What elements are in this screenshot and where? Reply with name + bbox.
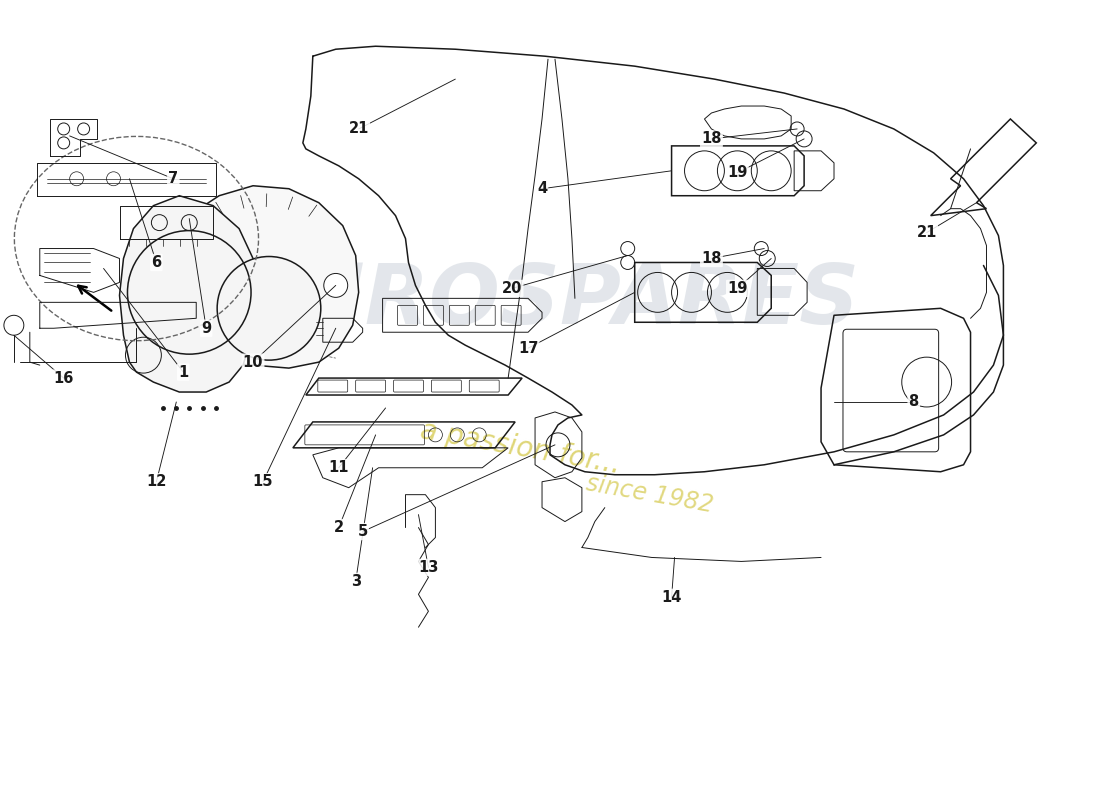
Text: 18: 18	[701, 131, 722, 146]
Text: 9: 9	[201, 321, 211, 336]
Text: since 1982: since 1982	[584, 472, 715, 518]
Text: 21: 21	[349, 122, 368, 137]
Text: 11: 11	[329, 460, 349, 475]
Text: 15: 15	[253, 474, 273, 490]
Text: 17: 17	[518, 341, 538, 356]
Polygon shape	[120, 196, 256, 392]
Circle shape	[217, 257, 321, 360]
Text: 18: 18	[701, 251, 722, 266]
Text: 14: 14	[661, 590, 682, 605]
Text: 20: 20	[502, 281, 522, 296]
Text: 21: 21	[916, 225, 937, 240]
Text: 1: 1	[178, 365, 188, 379]
Text: 3: 3	[351, 574, 361, 589]
Text: 12: 12	[146, 474, 166, 490]
Text: 7: 7	[168, 171, 178, 186]
Text: 5: 5	[358, 524, 367, 539]
Text: 8: 8	[909, 394, 918, 410]
Text: 10: 10	[243, 354, 263, 370]
Text: 19: 19	[727, 281, 748, 296]
Circle shape	[323, 274, 348, 298]
Text: a passion for...: a passion for...	[418, 417, 623, 479]
Text: 16: 16	[54, 370, 74, 386]
Text: 13: 13	[418, 560, 439, 575]
Text: 2: 2	[333, 520, 344, 535]
Text: 4: 4	[537, 182, 547, 196]
Polygon shape	[163, 186, 359, 368]
Text: 19: 19	[727, 166, 748, 180]
Text: EUROSPARES: EUROSPARES	[241, 260, 859, 341]
Text: 6: 6	[152, 255, 162, 270]
